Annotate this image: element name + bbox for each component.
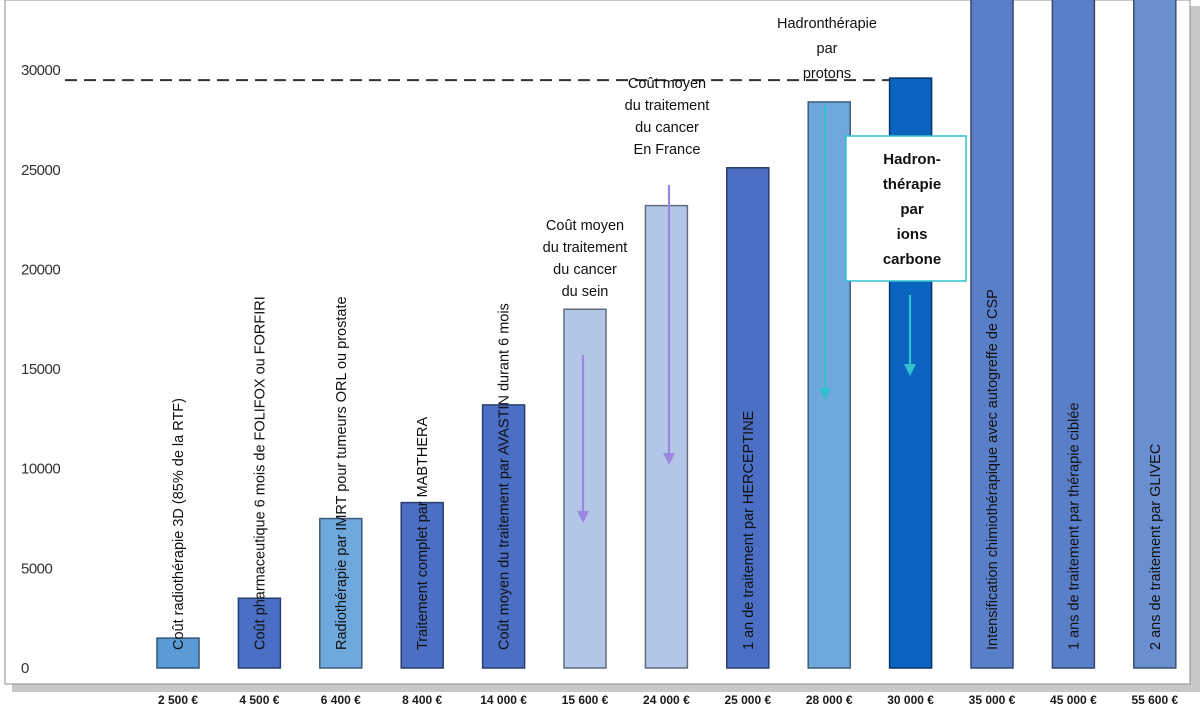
bar-label: 2 ans de traitement par GLIVEC xyxy=(1148,444,1164,650)
bar xyxy=(726,167,770,669)
x-axis-ticks: 2 500 € 4 500 € 6 400 € 8 400 € 14 000 € 15 6… xyxy=(158,693,1179,707)
annotation-text: Hadron- xyxy=(883,151,941,168)
bar-label: Coût radiothérapie 3D (85% de la RTF) xyxy=(171,398,187,650)
bar-label: Radiothérapie par IMRT pour tumeurs ORL … xyxy=(334,296,350,650)
bar xyxy=(237,597,282,669)
y-tick-label: 10000 xyxy=(21,461,60,478)
x-tick-label: 35 000 € xyxy=(969,693,1016,707)
annotation-text: du traitement xyxy=(543,240,628,256)
annotation-arrow-head xyxy=(904,364,916,376)
annotations: Coût moyen du traitement du cancer du sein C… xyxy=(543,16,967,523)
y-axis-ticks: 0500010000150002000025000300003500040000… xyxy=(21,62,61,677)
x-tick-label: 6 400 € xyxy=(321,693,361,707)
x-tick-label: 24 000 € xyxy=(643,693,690,707)
y-tick-label: 30000 xyxy=(21,62,60,79)
bar-label: Coût pharmaceutique 6 mois de FOLIFOX ou… xyxy=(252,296,268,650)
bar xyxy=(807,101,851,669)
x-tick-label: 30 000 € xyxy=(887,693,934,707)
annotation-arrow-head xyxy=(577,511,589,523)
x-tick-label: 28 000 € xyxy=(806,693,853,707)
bar-labels: Coût radiothérapie 3D (85% de la RTF) Coû… xyxy=(171,289,1164,650)
bar-label: Coût moyen du traitement par AVASTIN dur… xyxy=(497,303,513,650)
x-tick-label: 55 600 € xyxy=(1131,693,1178,707)
annotation-text: En France xyxy=(634,142,701,158)
annotation-text: Coût moyen xyxy=(546,218,624,234)
x-tick-label: 8 400 € xyxy=(402,693,442,707)
annotation-text: protons xyxy=(803,66,851,82)
bar-label: 1 an de traitement par HERCEPTINE xyxy=(741,410,757,650)
bar-label: 1 ans de traitement par thérapie ciblée xyxy=(1066,403,1082,650)
bar xyxy=(644,204,689,669)
y-tick-label: 20000 xyxy=(21,261,60,278)
annotation-box xyxy=(845,135,967,282)
x-tick-label: 4 500 € xyxy=(239,693,279,707)
bar xyxy=(970,0,1014,669)
y-tick-label: 15000 xyxy=(21,361,60,378)
annotation-text: ions xyxy=(897,226,928,243)
annotation-text: par xyxy=(817,41,838,57)
annotation-text: thérapie xyxy=(883,176,941,193)
bar xyxy=(400,501,444,669)
bar xyxy=(1051,0,1096,669)
annotation-text: par xyxy=(900,201,924,218)
bars xyxy=(156,0,1177,669)
annotation-text: du sein xyxy=(562,284,609,300)
x-tick-label: 2 500 € xyxy=(158,693,198,707)
bar-label: Intensification chimiothérapique avec au… xyxy=(985,289,1001,650)
x-tick-label: 14 000 € xyxy=(480,693,527,707)
bar xyxy=(319,517,363,669)
annotation-text: Hadronthérapie xyxy=(777,16,877,32)
annotation-text: carbone xyxy=(883,251,941,268)
y-tick-label: 0 xyxy=(21,660,29,677)
annotation-text: Coût moyen xyxy=(628,76,706,92)
bar xyxy=(563,308,607,669)
bar xyxy=(156,637,200,669)
y-tick-label: 25000 xyxy=(21,162,60,179)
bar-label: Traitement complet par MABTHERA xyxy=(415,417,431,650)
annotation-arrow-head xyxy=(663,453,675,465)
annotation-text: du cancer xyxy=(635,120,699,136)
bar xyxy=(1133,0,1177,669)
annotation-text: du traitement xyxy=(625,98,710,114)
annotation-text: du cancer xyxy=(553,262,617,278)
y-tick-label: 5000 xyxy=(21,560,53,577)
x-tick-label: 25 000 € xyxy=(724,693,771,707)
x-tick-label: 45 000 € xyxy=(1050,693,1097,707)
x-tick-label: 15 600 € xyxy=(562,693,609,707)
bar xyxy=(481,404,526,669)
annotation-arrow-head xyxy=(819,388,831,400)
